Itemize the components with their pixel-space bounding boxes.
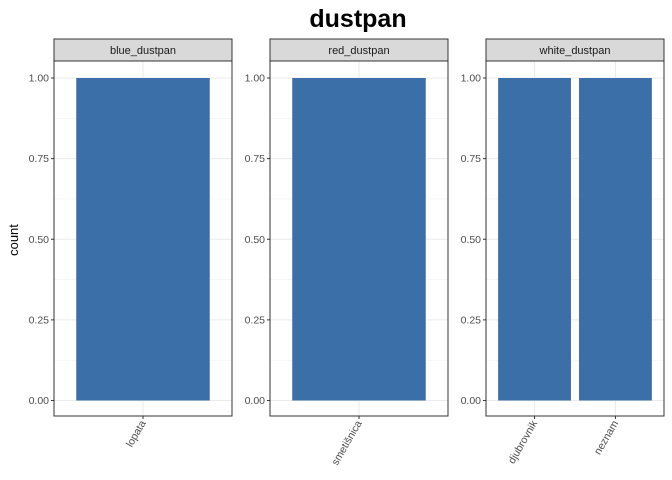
y-tick-label: 1.00	[461, 73, 482, 85]
facet-panel: blue_dustpan 0.00 0.25 0.50 0.75 1.00 lopata	[29, 38, 233, 449]
facet-panel: white_dustpan 0.00 0.25 0.50 0.75 1.00 djubrov…	[461, 38, 665, 466]
y-tick-label: 0.50	[461, 234, 482, 246]
y-tick-label: 0.75	[245, 153, 266, 165]
x-tick-label: neznam	[592, 418, 621, 457]
y-tick-label: 0.75	[461, 153, 482, 165]
y-tick-label: 1.00	[29, 73, 50, 85]
y-tick-label: 0.00	[245, 395, 266, 407]
facet-strip-label: red_dustpan	[328, 45, 389, 57]
facet-strip-label: white_dustpan	[539, 45, 611, 57]
x-tick-label: djubrovnik	[506, 418, 541, 466]
y-tick-label: 0.25	[245, 314, 266, 326]
y-tick-label: 0.75	[29, 153, 50, 165]
bar	[292, 78, 426, 401]
facet-panel: red_dustpan 0.00 0.25 0.50 0.75 1.00 smetišnic…	[245, 38, 449, 467]
y-tick-label: 0.50	[245, 234, 266, 246]
chart-title: dustpan	[309, 5, 406, 33]
facet-strip-label: blue_dustpan	[110, 45, 176, 57]
y-tick-label: 0.25	[29, 314, 50, 326]
bar	[579, 78, 652, 401]
bar	[76, 78, 210, 401]
y-tick-label: 0.00	[461, 395, 482, 407]
facet-strip	[485, 38, 665, 62]
y-axis-title: count	[6, 224, 21, 256]
facet-strip	[53, 38, 233, 62]
y-tick-label: 0.50	[29, 234, 50, 246]
x-tick-label: lopata	[124, 418, 149, 449]
y-tick-label: 0.25	[461, 314, 482, 326]
y-tick-label: 1.00	[245, 73, 266, 85]
bar	[498, 78, 571, 401]
facet-panels: blue_dustpan 0.00 0.25 0.50 0.75 1.00 lopata re…	[29, 38, 665, 467]
y-tick-label: 0.00	[29, 395, 50, 407]
x-tick-label: smetišnica	[329, 418, 364, 467]
facet-strip	[269, 38, 449, 62]
